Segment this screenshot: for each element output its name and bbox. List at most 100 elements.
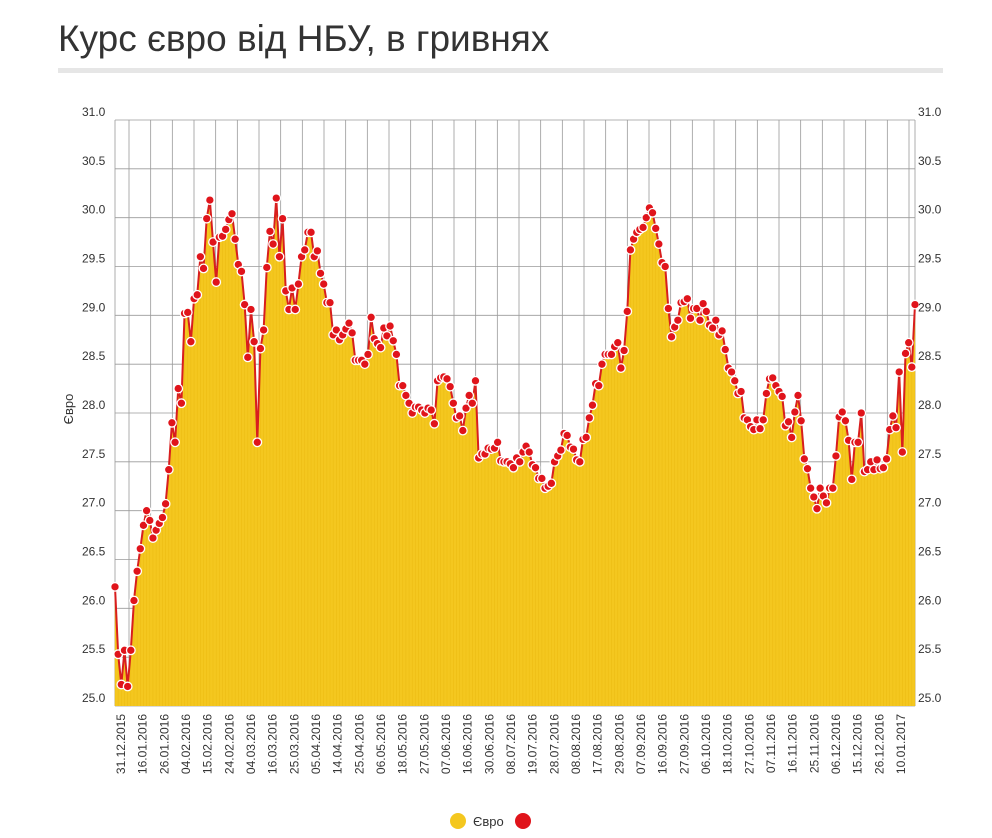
- data-point: [246, 304, 256, 315]
- data-point: [397, 380, 408, 391]
- data-point: [445, 381, 456, 392]
- x-tick-label: 27.05.2016: [417, 714, 431, 774]
- data-point: [897, 447, 908, 458]
- data-point: [619, 345, 630, 356]
- data-point: [160, 498, 171, 509]
- data-point: [122, 681, 133, 692]
- data-point: [900, 348, 911, 359]
- x-tick-label: 19.07.2016: [526, 714, 540, 774]
- data-point: [701, 306, 712, 317]
- data-point: [135, 543, 146, 554]
- x-axis-ticks: 31.12.2015 16.01.2016 26.01.2016 04.02.2016…: [114, 714, 908, 774]
- data-point: [894, 367, 905, 377]
- x-tick-label: 16.06.2016: [461, 714, 475, 774]
- y-tick-label-right: 26.0: [918, 593, 942, 607]
- x-tick-label: 16.09.2016: [656, 714, 670, 774]
- data-point: [622, 306, 633, 317]
- data-point: [192, 289, 203, 300]
- x-tick-label: 29.08.2016: [612, 714, 626, 774]
- data-point: [211, 277, 222, 288]
- x-tick-label: 05.04.2016: [309, 714, 323, 774]
- data-point: [508, 462, 519, 473]
- x-tick-label: 26.12.2016: [872, 714, 886, 774]
- data-point: [182, 307, 193, 318]
- y-tick-label-left: 30.5: [82, 154, 106, 168]
- x-tick-label: 08.08.2016: [569, 714, 583, 774]
- data-point: [195, 251, 206, 262]
- x-tick-label: 06.12.2016: [829, 714, 843, 774]
- data-point: [290, 304, 301, 315]
- data-point: [615, 363, 626, 374]
- x-tick-label: 07.09.2016: [634, 714, 648, 774]
- data-point: [695, 315, 705, 326]
- data-point: [163, 464, 174, 475]
- data-point: [720, 344, 731, 355]
- page-title: Курс євро від НБУ, в гривнях: [58, 18, 550, 59]
- x-tick-label: 17.08.2016: [591, 714, 605, 774]
- data-point: [274, 251, 285, 262]
- data-point: [777, 391, 788, 402]
- x-tick-label: 18.05.2016: [396, 714, 410, 774]
- y-tick-label-left: 29.5: [82, 252, 106, 266]
- data-point: [132, 566, 143, 577]
- data-point: [729, 375, 740, 386]
- y-tick-label-right: 30.5: [918, 154, 942, 168]
- data-point: [736, 386, 747, 397]
- data-point: [230, 234, 241, 245]
- data-point: [166, 417, 177, 428]
- data-point: [363, 349, 373, 360]
- data-point: [786, 432, 797, 443]
- data-point: [783, 416, 794, 427]
- data-point: [597, 359, 607, 370]
- data-point: [641, 212, 652, 223]
- data-point: [391, 349, 402, 360]
- data-point: [208, 237, 218, 248]
- x-tick-label: 25.11.2016: [807, 714, 821, 773]
- y-tick-label-left: 27.5: [82, 447, 106, 461]
- y-tick-label-right: 29.5: [918, 252, 942, 266]
- data-point: [831, 451, 841, 461]
- data-point: [856, 408, 867, 418]
- data-point: [717, 326, 728, 336]
- y-tick-label-right: 29.0: [918, 300, 942, 314]
- y-tick-label-left: 26.0: [82, 593, 106, 607]
- y-tick-label-right: 30.0: [918, 203, 942, 217]
- x-tick-label: 16.01.2016: [136, 714, 150, 774]
- data-point: [252, 437, 263, 448]
- data-point: [492, 437, 503, 448]
- data-point: [647, 207, 658, 218]
- data-point: [584, 412, 595, 423]
- data-point: [821, 497, 832, 508]
- data-point: [176, 398, 187, 409]
- data-point: [887, 410, 898, 421]
- y-tick-label-left: 27.0: [82, 496, 106, 510]
- data-points: [110, 193, 920, 692]
- data-point: [625, 244, 636, 255]
- data-point: [312, 245, 323, 256]
- data-point: [808, 492, 819, 502]
- data-point: [853, 437, 864, 448]
- data-point: [799, 453, 810, 464]
- data-point: [653, 239, 664, 249]
- data-point: [264, 226, 275, 237]
- data-point: [347, 327, 358, 338]
- legend[interactable]: Євро: [450, 813, 531, 829]
- x-tick-label: 31.12.2015: [114, 714, 128, 774]
- data-point: [758, 414, 769, 425]
- x-tick-label: 26.01.2016: [157, 714, 171, 774]
- data-point: [366, 312, 377, 323]
- y-tick-label-left: 31.0: [82, 105, 106, 119]
- legend-label: Євро: [473, 814, 504, 829]
- x-tick-label: 27.09.2016: [677, 714, 691, 774]
- x-tick-label: 18.10.2016: [721, 714, 735, 774]
- x-tick-label: 14.04.2016: [331, 714, 345, 774]
- data-point: [299, 244, 310, 255]
- data-point: [227, 208, 237, 219]
- data-point: [201, 213, 212, 224]
- x-tick-label: 25.04.2016: [352, 714, 366, 774]
- y-tick-label-right: 28.0: [918, 398, 942, 412]
- data-point: [315, 268, 326, 279]
- data-point: [812, 503, 822, 514]
- data-point: [793, 390, 803, 401]
- data-point: [249, 336, 260, 347]
